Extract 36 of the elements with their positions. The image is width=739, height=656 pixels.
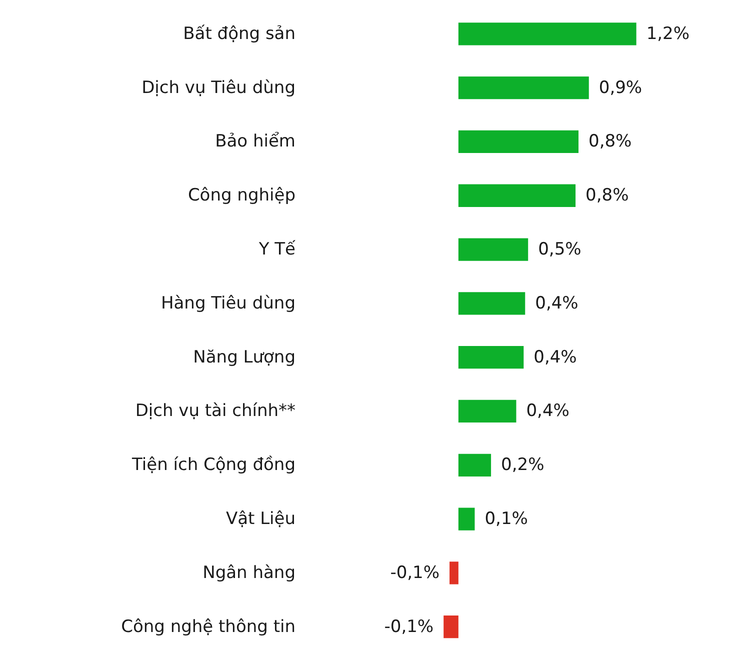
bar [444, 616, 458, 638]
data-label: 1,2% [646, 24, 690, 44]
y-tick-label: Năng Lượng [193, 347, 296, 368]
bar [458, 292, 526, 315]
data-label: 0,1% [484, 509, 528, 530]
bar [458, 184, 576, 207]
data-label: 0,4% [526, 401, 570, 422]
bar [458, 76, 589, 100]
data-label: 0,9% [598, 78, 642, 98]
bar [458, 454, 492, 476]
data-label: 0,4% [535, 293, 578, 314]
y-tick-label: Bảo hiểm [215, 132, 296, 152]
y-tick-label: Công nghệ thông tin [121, 616, 296, 637]
bar [458, 238, 528, 261]
y-tick-label: Bất động sản [183, 24, 296, 44]
y-tick-label: Hàng Tiêu dùng [160, 293, 296, 314]
bar [458, 130, 578, 154]
y-tick-label: Dịch vụ tài chính** [135, 401, 296, 422]
bar [458, 508, 475, 530]
y-tick-label: Tiện ích Cộng đồng [131, 455, 296, 476]
y-tick-label: Ngân hàng [202, 562, 296, 583]
bar [458, 22, 636, 46]
y-tick-label: Công nghiệp [188, 186, 296, 206]
y-tick-label: Y Tế [258, 240, 296, 260]
y-tick-label: Dịch vụ Tiêu dùng [142, 78, 296, 98]
data-label: 0,2% [501, 455, 544, 476]
y-tick-label: Vật Liệu [226, 509, 296, 530]
data-label: 0,8% [586, 186, 629, 206]
data-label: -0,1% [390, 562, 440, 583]
bar [458, 346, 524, 369]
data-label: -0,1% [384, 616, 434, 637]
data-label: 0,4% [534, 347, 577, 368]
data-label: 0,8% [588, 132, 632, 152]
bar [458, 400, 516, 423]
bar [450, 562, 458, 584]
data-label: 0,5% [538, 240, 582, 260]
